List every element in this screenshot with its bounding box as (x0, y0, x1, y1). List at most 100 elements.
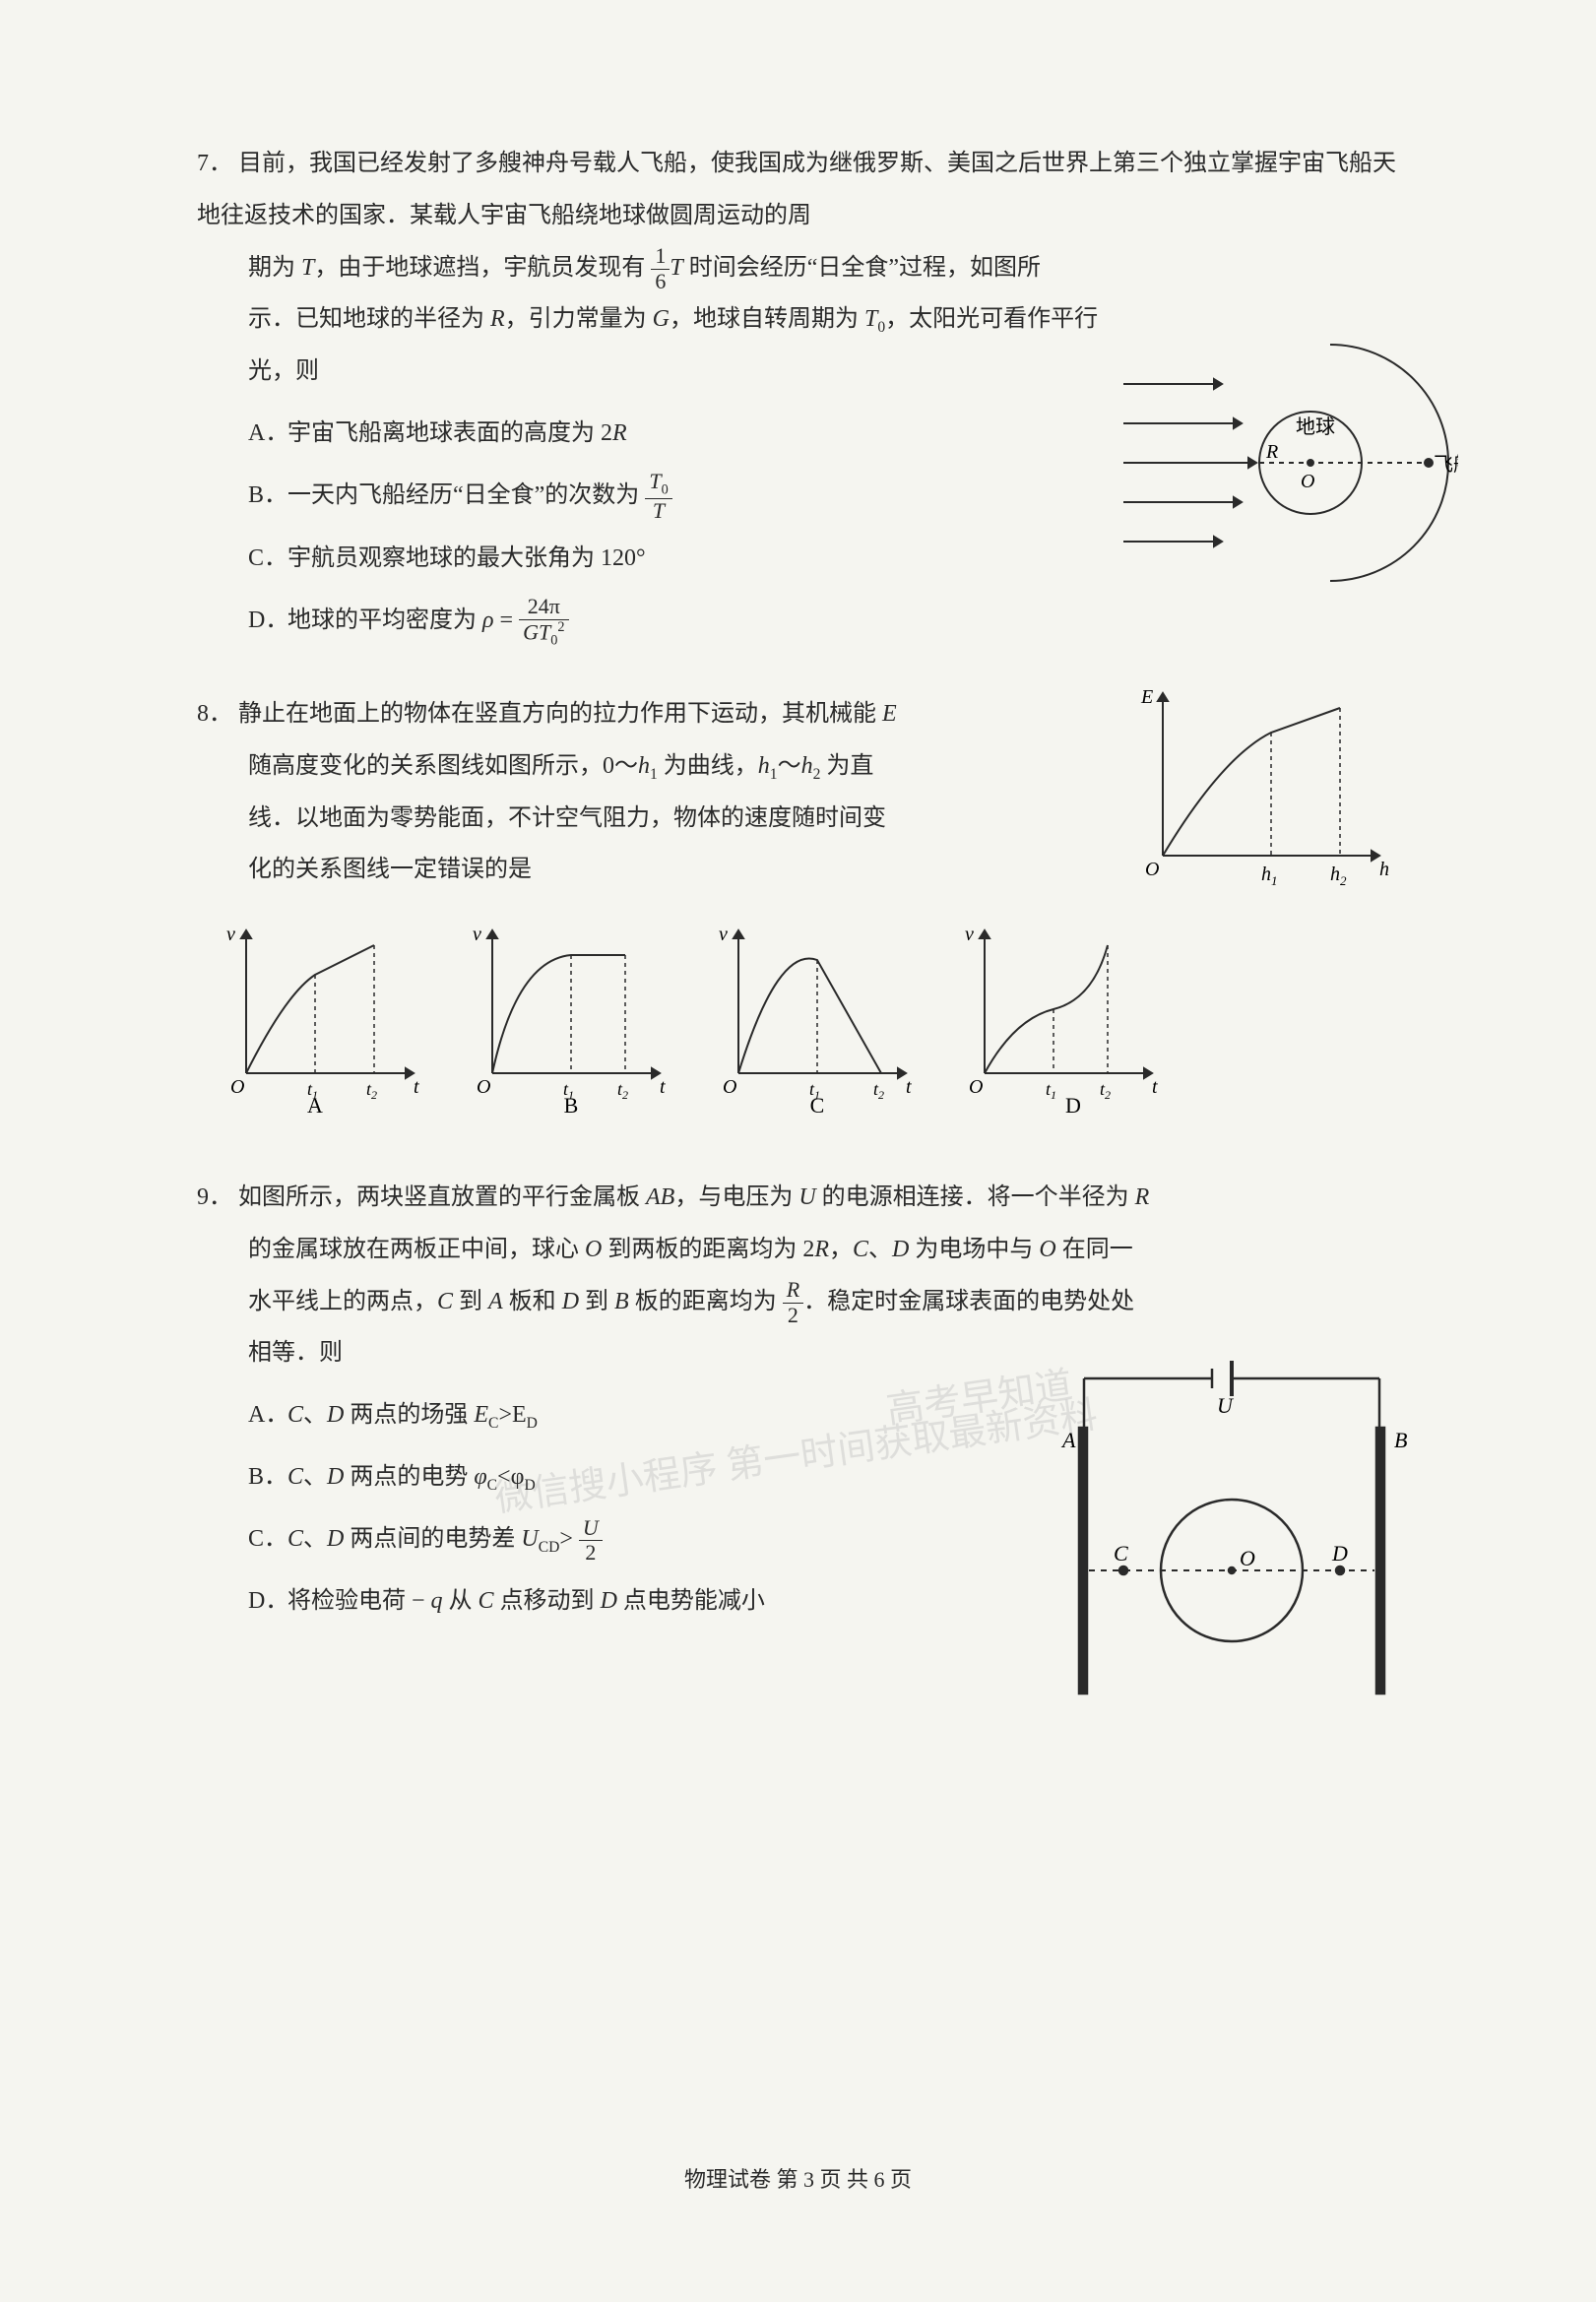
q9-l3-e: 板的距离均为 (629, 1289, 777, 1314)
r-label: R (1265, 441, 1278, 463)
b-label: B (1394, 1428, 1407, 1452)
am: >E (498, 1402, 526, 1428)
q8-body: 随高度变化的关系图线如图所示，0～h1 为曲线，h1～h2 为直 线．以地面为零… (197, 740, 945, 896)
orbit-svg: 地球 R O 飞船 (1104, 325, 1458, 601)
cfn: U (579, 1516, 603, 1541)
svg-text:h2: h2 (1330, 863, 1347, 888)
svg-text:t1: t1 (1046, 1079, 1056, 1102)
svg-text:h1: h1 (1261, 863, 1278, 888)
q8-l2-b: 为曲线， (658, 753, 758, 779)
q9-l1-a: 如图所示，两块竖直放置的平行金属板 (238, 1184, 646, 1210)
svg-text:v: v (965, 924, 974, 945)
q8-main-chart: E h O h1 h2 (1123, 678, 1399, 915)
q8-number: 8． (197, 701, 232, 727)
label-d: D (1065, 1093, 1081, 1113)
c-label: C (1114, 1541, 1128, 1566)
svg-text:t2: t2 (617, 1079, 628, 1102)
fn: R (783, 1278, 803, 1303)
s2: D (527, 1415, 538, 1432)
q7-l3-post: ，太阳光可看作平行 (885, 306, 1098, 332)
svg-text:O: O (230, 1076, 244, 1098)
ship-label: 飞船 (1434, 453, 1458, 476)
dm: 从 (443, 1588, 479, 1614)
q8-l1: 静止在地面上的物体在竖直方向的拉力作用下运动，其机械能 (238, 701, 882, 727)
rho: ρ (482, 607, 494, 633)
q7-l3-mid: ，引力常量为 (505, 306, 653, 332)
q7-number: 7． (197, 151, 232, 176)
q7-d-frac: 24π GT02 (519, 595, 568, 649)
y-label: E (1140, 686, 1153, 708)
q8-line4: 化的关系图线一定错误的是 (248, 844, 945, 896)
d-label: D (1331, 1541, 1348, 1566)
label-c: C (810, 1093, 825, 1113)
fden: T (645, 499, 671, 523)
q8-line2: 随高度变化的关系图线如图所示，0～h1 为曲线，h1～h2 为直 (248, 740, 945, 793)
q9-line2: 的金属球放在两板正中间，球心 O 到两板的距离均为 2R，C、D 为电场中与 O… (248, 1224, 1419, 1276)
q9-l1-c: 的电源相连接．将一个半径为 (816, 1184, 1135, 1210)
svg-text:v: v (719, 924, 728, 945)
dm2: 点移动到 (494, 1588, 601, 1614)
a-label: A (1060, 1428, 1076, 1452)
q7-b-frac: T0 T (645, 470, 671, 523)
eq: = (494, 607, 520, 633)
dfsup: 2 (557, 619, 564, 635)
dfden: GT (523, 619, 550, 644)
q8-l2-c: ～ (778, 753, 801, 779)
q7-frac1: 16 (651, 244, 670, 292)
cap-svg: U A B C D O (1025, 1349, 1438, 1703)
label-a: A (307, 1093, 323, 1113)
svg-text:t2: t2 (873, 1079, 884, 1102)
o-label: O (1301, 471, 1314, 492)
question-9: 9． 如图所示，两块竖直放置的平行金属板 AB，与电压为 U 的电源相连接．将一… (197, 1172, 1419, 1627)
svg-text:v: v (226, 924, 235, 945)
chart-b: v t O t1 t2 B (463, 916, 679, 1132)
s1: C (488, 1415, 498, 1432)
q9-l3-d: 到 (579, 1289, 614, 1314)
svg-text:t2: t2 (1100, 1079, 1111, 1102)
q9-l2-f: 在同一 (1056, 1237, 1133, 1262)
chart-a: v t O t1 t2 A (217, 916, 433, 1132)
q7-line2: 期为 T，由于地球遮挡，宇航员发现有 16T 时间会经历“日全食”过程，如图所 (248, 242, 1419, 294)
svg-text:O: O (1145, 859, 1159, 880)
q8-line3: 线．以地面为零势能面，不计空气阻力，物体的速度随时间变 (248, 793, 945, 845)
q7-l2-mid: ，由于地球遮挡，宇航员发现有 (314, 255, 645, 281)
q9-l3-f: ．稳定时金属球表面的电势处处 (803, 1289, 1134, 1314)
svg-text:t: t (660, 1076, 666, 1098)
q9-frac: R2 (783, 1278, 803, 1326)
o-label2: O (1240, 1546, 1255, 1570)
earth-label: 地球 (1296, 416, 1335, 438)
cfd: 2 (579, 1541, 603, 1565)
q8-l2-d: 为直 (820, 753, 873, 779)
q7-intro: 目前，我国已经发射了多艘神舟号载人飞船，使我国成为继俄罗斯、美国之后世界上第三个… (197, 151, 1396, 228)
q8-option-charts: v t O t1 t2 A v t O t1 (197, 916, 1419, 1132)
fd: 2 (783, 1304, 803, 1327)
svg-text:t: t (414, 1076, 419, 1098)
bs1: C (487, 1477, 497, 1494)
svg-text:t2: t2 (366, 1079, 377, 1102)
label-b: B (564, 1093, 579, 1113)
q7-l2-pre: 期为 (248, 255, 301, 281)
q7-l2-post: 时间会经历“日全食”过程，如图所 (683, 255, 1041, 281)
q7-diagram: 地球 R O 飞船 (1104, 325, 1458, 620)
q7-a-text: 宇宙飞船离地球表面的高度为 2 (287, 420, 612, 446)
x-label: h (1379, 859, 1389, 880)
q9-l1-b: ，与电压为 (674, 1184, 798, 1210)
q9-l3-c: 板和 (503, 1289, 562, 1314)
q9-line3: 水平线上的两点，C 到 A 板和 D 到 B 板的距离均为 R2．稳定时金属球表… (248, 1276, 1419, 1328)
q9-l2-c: ， (829, 1237, 853, 1262)
question-8: 8． 静止在地面上的物体在竖直方向的拉力作用下运动，其机械能 E 随高度变化的关… (197, 688, 1419, 1132)
cs: CD (539, 1539, 560, 1556)
bm: <φ (497, 1464, 524, 1490)
dfnum: 24π (519, 595, 568, 619)
svg-text:t: t (906, 1076, 912, 1098)
chart-c: v t O t1 t2 C (709, 916, 926, 1132)
svg-text:O: O (723, 1076, 736, 1098)
q7-l3-pre: 示．已知地球的半径为 (248, 306, 490, 332)
frac-num: 1 (651, 244, 670, 269)
cm: > (559, 1526, 573, 1552)
q9-l3-b: 到 (453, 1289, 488, 1314)
eh-svg: E h O h1 h2 (1123, 678, 1399, 895)
svg-text:O: O (477, 1076, 490, 1098)
q9-l2-b: 到两板的距离均为 2 (602, 1237, 814, 1262)
q9-c-frac: U2 (579, 1516, 603, 1565)
